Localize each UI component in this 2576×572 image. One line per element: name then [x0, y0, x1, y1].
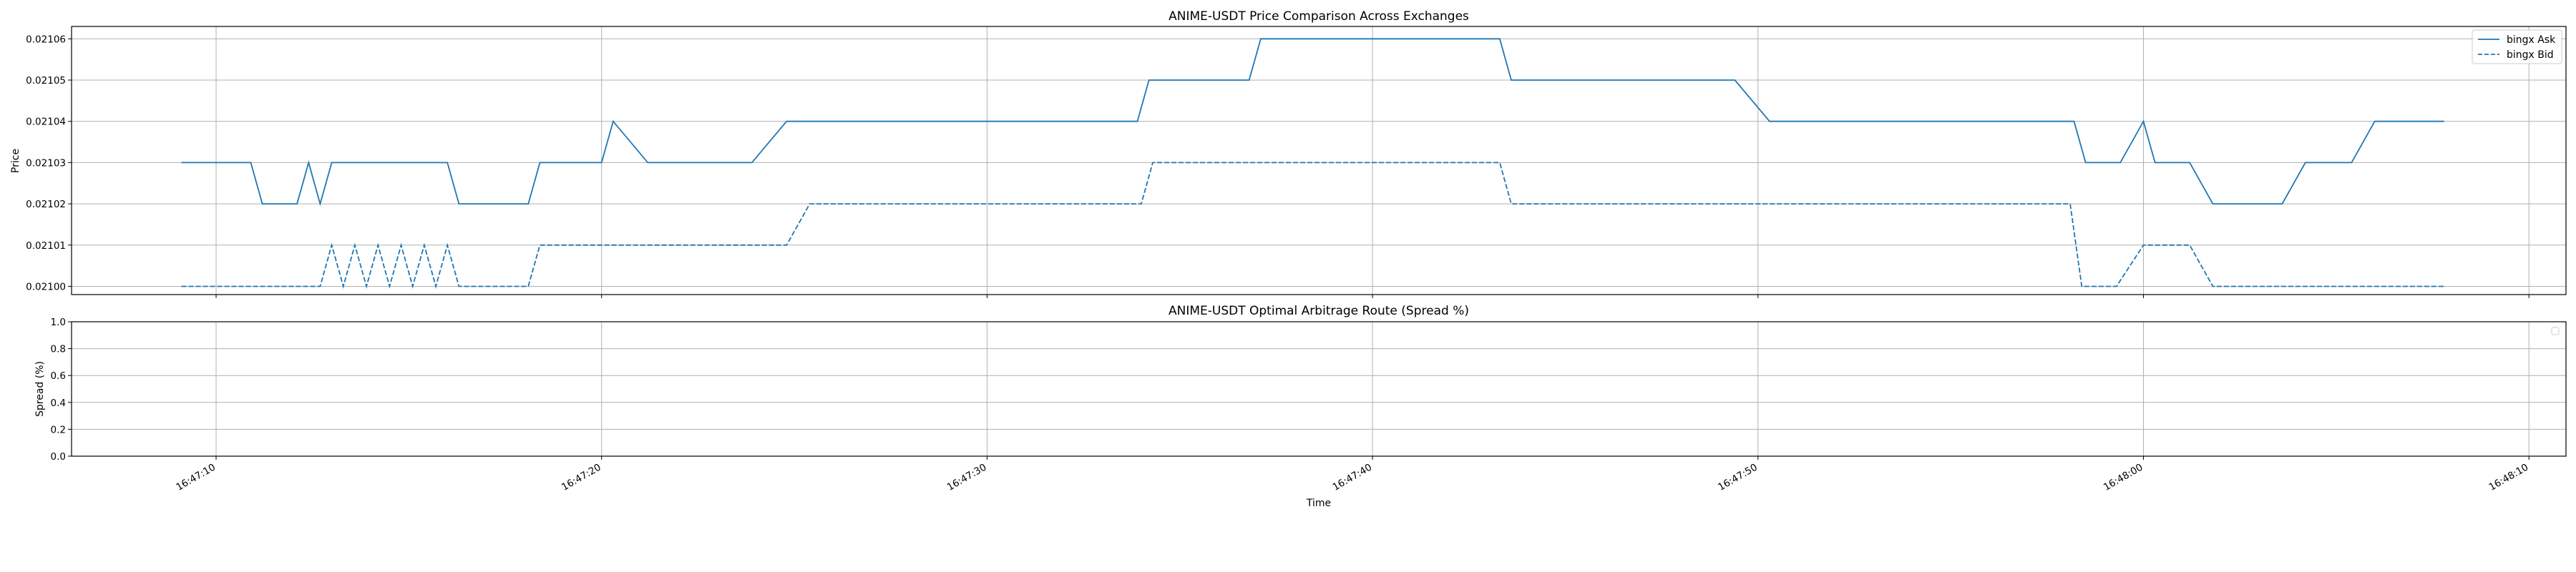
legend-label-ask: bingx Ask: [2507, 34, 2556, 46]
x-tick-label: 16:47:50: [1716, 462, 1760, 493]
spread-empty-legend: [2551, 327, 2560, 335]
spread-x-ticks: 16:47:10 16:47:20 16:47:30 16:47:40 16:47:50…: [174, 456, 2530, 493]
spread-y-tick-label: 0.2: [51, 424, 66, 435]
price-y-axis-label: Price: [10, 149, 21, 173]
legend-label-bid: bingx Bid: [2507, 49, 2554, 61]
x-tick-label: 16:48:00: [2102, 462, 2145, 493]
price-x-ticks: [215, 295, 2529, 298]
x-tick-label: 16:47:30: [945, 462, 989, 493]
spread-y-tick-label: 0.0: [51, 451, 66, 463]
price-legend: bingx Ask bingx Bid: [2472, 29, 2562, 64]
spread-y-tick-label: 0.4: [51, 398, 66, 409]
legend-box: [2472, 29, 2562, 64]
price-y-tick-label: 0.02102: [26, 199, 66, 210]
price-y-tick-label: 0.02105: [26, 75, 66, 87]
spread-panel: 0.00.20.40.60.81.0 16:47:10 16:47:20 16:47…: [34, 304, 2567, 509]
series-line-bingx-ask: [181, 38, 2444, 207]
spread-y-tick-label: 0.6: [51, 370, 66, 382]
spread-y-axis-label: Spread (%): [34, 361, 46, 417]
price-plot-area: [72, 26, 2566, 295]
price-y-tick-label: 0.02106: [26, 34, 66, 45]
x-axis-label: Time: [1306, 498, 1331, 509]
x-tick-label: 16:47:20: [560, 462, 603, 493]
spread-y-ticks: 0.0 0.2 0.4 0.6 0.8 1.0: [51, 317, 72, 463]
price-y-ticks: 0.02100 0.02101 0.02102 0.02103 0.02104 0.021…: [26, 34, 72, 292]
price-plot-frame: [71, 26, 2567, 295]
price-chart-title: ANIME-USDT Price Comparison Across Excha…: [1169, 9, 1469, 24]
x-tick-label: 16:48:10: [2487, 462, 2531, 493]
x-tick-label: 16:47:40: [1331, 462, 1375, 493]
spread-chart-title: ANIME-USDT Optimal Arbitrage Route (Spre…: [1169, 304, 1469, 318]
spread-grid: [72, 321, 2566, 457]
price-y-tick-label: 0.02103: [26, 157, 66, 169]
x-tick-label: 16:47:10: [174, 462, 218, 493]
price-y-tick-label: 0.02100: [26, 281, 66, 292]
price-y-tick-label: 0.02104: [26, 117, 66, 128]
price-panel: 0.02100 0.02101 0.02102 0.02103 0.02104 0.021…: [10, 9, 2567, 298]
spread-plot-frame: [71, 321, 2567, 457]
series-line-bingx-bid: [181, 162, 2444, 289]
spread-y-tick-label: 1.0: [51, 317, 66, 328]
spread-plot-area: [72, 322, 2566, 456]
price-series: [181, 38, 2444, 289]
spread-y-tick-label: 0.8: [51, 344, 66, 355]
price-y-tick-label: 0.02101: [26, 240, 66, 252]
